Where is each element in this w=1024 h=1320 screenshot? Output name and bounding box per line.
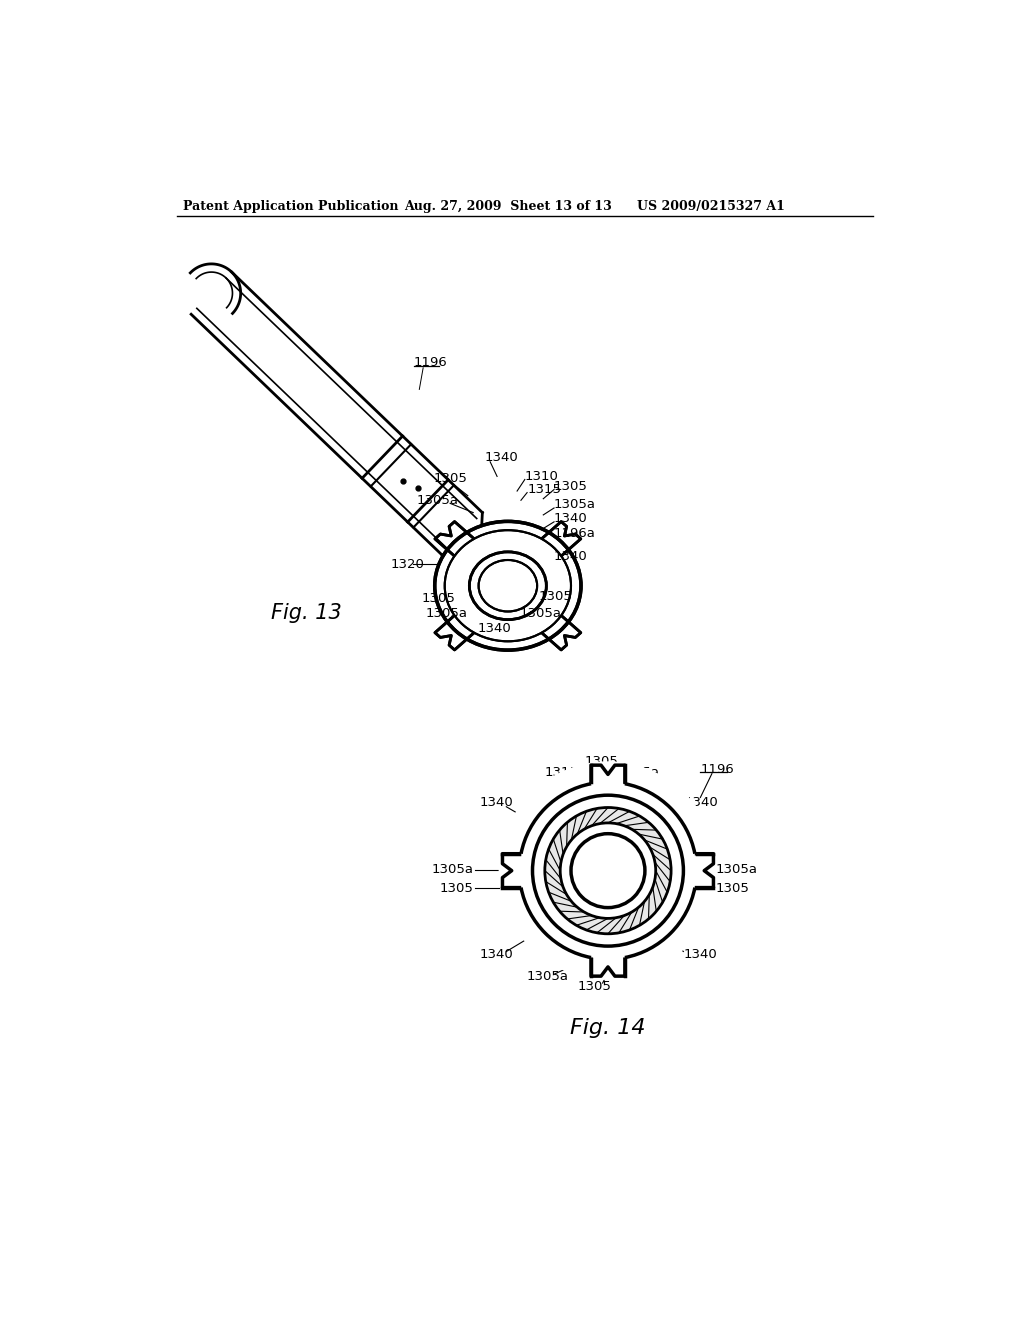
Text: 1340: 1340 — [683, 948, 717, 961]
Text: 1305: 1305 — [585, 755, 618, 768]
Text: 1340: 1340 — [479, 948, 513, 961]
Text: 1196a: 1196a — [554, 527, 596, 540]
Text: 1305: 1305 — [422, 591, 456, 605]
Circle shape — [499, 762, 717, 979]
Text: 1305a: 1305a — [519, 607, 561, 620]
Text: 1340: 1340 — [685, 796, 719, 809]
Circle shape — [560, 822, 655, 919]
Circle shape — [532, 795, 683, 946]
Circle shape — [545, 808, 671, 933]
Text: 1305a: 1305a — [417, 494, 459, 507]
Text: 1310: 1310 — [524, 470, 559, 483]
Text: 1305: 1305 — [539, 590, 572, 603]
Text: 1340: 1340 — [478, 622, 512, 635]
Text: 1340: 1340 — [554, 550, 588, 564]
Text: Patent Application Publication: Patent Application Publication — [183, 199, 398, 213]
Text: Aug. 27, 2009  Sheet 13 of 13: Aug. 27, 2009 Sheet 13 of 13 — [403, 199, 611, 213]
Text: 1305: 1305 — [578, 979, 611, 993]
Text: 1340: 1340 — [554, 512, 588, 525]
Text: 1305a: 1305a — [431, 863, 473, 876]
Text: 1305: 1305 — [433, 473, 467, 486]
Text: 1315: 1315 — [545, 766, 579, 779]
Text: 1305a: 1305a — [554, 499, 596, 511]
Text: 1196: 1196 — [700, 763, 734, 776]
Text: 1305a: 1305a — [425, 607, 468, 620]
Text: 1315: 1315 — [527, 483, 561, 496]
Text: 1305: 1305 — [439, 882, 473, 895]
Text: 1340: 1340 — [479, 796, 513, 809]
Ellipse shape — [435, 521, 581, 651]
Text: 1305a: 1305a — [617, 766, 660, 779]
Text: 1305: 1305 — [554, 480, 588, 492]
Text: 1305: 1305 — [716, 882, 750, 895]
Text: 1340: 1340 — [484, 450, 518, 463]
Text: US 2009/0215327 A1: US 2009/0215327 A1 — [637, 199, 785, 213]
Text: Fig. 13: Fig. 13 — [271, 603, 342, 623]
Text: 1305a: 1305a — [526, 970, 568, 983]
Text: Fig. 14: Fig. 14 — [570, 1019, 646, 1039]
Text: 1305a: 1305a — [716, 863, 758, 876]
Circle shape — [571, 834, 645, 908]
Text: 1320: 1320 — [391, 557, 425, 570]
Text: 1196: 1196 — [414, 356, 447, 370]
